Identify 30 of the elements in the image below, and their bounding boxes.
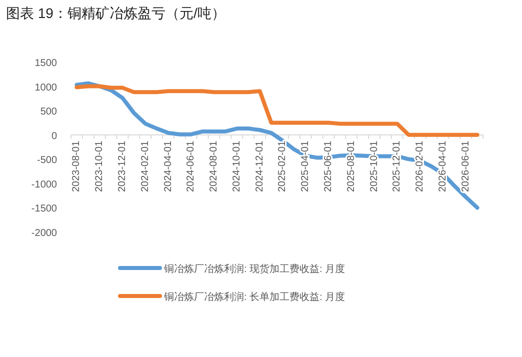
- legend-label: 铜冶炼厂冶炼利润: 现货加工费收益: 月度: [163, 263, 346, 275]
- x-tick-label: 2025-12-01: [392, 140, 403, 192]
- y-tick-label: 1500: [34, 58, 58, 69]
- x-tick-label: 2025-06-01: [323, 140, 334, 192]
- x-tick-label: 2024-06-01: [186, 140, 197, 192]
- x-tick-label: 2024-08-01: [208, 140, 220, 192]
- x-tick-label: 2023-12-01: [117, 140, 128, 192]
- x-tick-label: 2026-06-01: [460, 140, 472, 192]
- chart-title: 图表 19：铜精矿冶炼盈亏（元/吨）: [6, 5, 226, 21]
- x-tick-label: 2023-10-01: [94, 140, 106, 192]
- y-tick-label: -500: [36, 155, 58, 166]
- y-tick-label: -1500: [31, 204, 58, 215]
- x-tick-label: 2025-04-01: [300, 140, 312, 192]
- x-tick-label: 2026-02-01: [414, 140, 426, 192]
- x-tick-label: 2023-08-01: [71, 140, 82, 192]
- legend-label: 铜冶炼厂冶炼利润: 长单加工费收益: 月度: [163, 291, 346, 303]
- x-tick-label: 2026-04-01: [437, 140, 448, 192]
- y-tick-label: -2000: [31, 228, 58, 239]
- x-tick-label: 2025-08-01: [346, 140, 357, 192]
- y-tick-label: 1000: [34, 82, 58, 94]
- y-tick-label: -1000: [31, 179, 58, 190]
- y-tick-label: 0: [51, 130, 58, 142]
- x-tick-label: 2025-02-01: [277, 140, 288, 192]
- line-series: [74, 84, 480, 137]
- x-tick-label: 2025-10-01: [368, 140, 380, 192]
- y-tick-label: 500: [40, 106, 58, 118]
- x-tick-label: 2024-12-01: [254, 140, 266, 192]
- x-tick-label: 2024-04-01: [162, 140, 174, 192]
- x-tick-label: 2024-10-01: [231, 140, 242, 192]
- x-tick-label: 2024-02-01: [140, 140, 151, 192]
